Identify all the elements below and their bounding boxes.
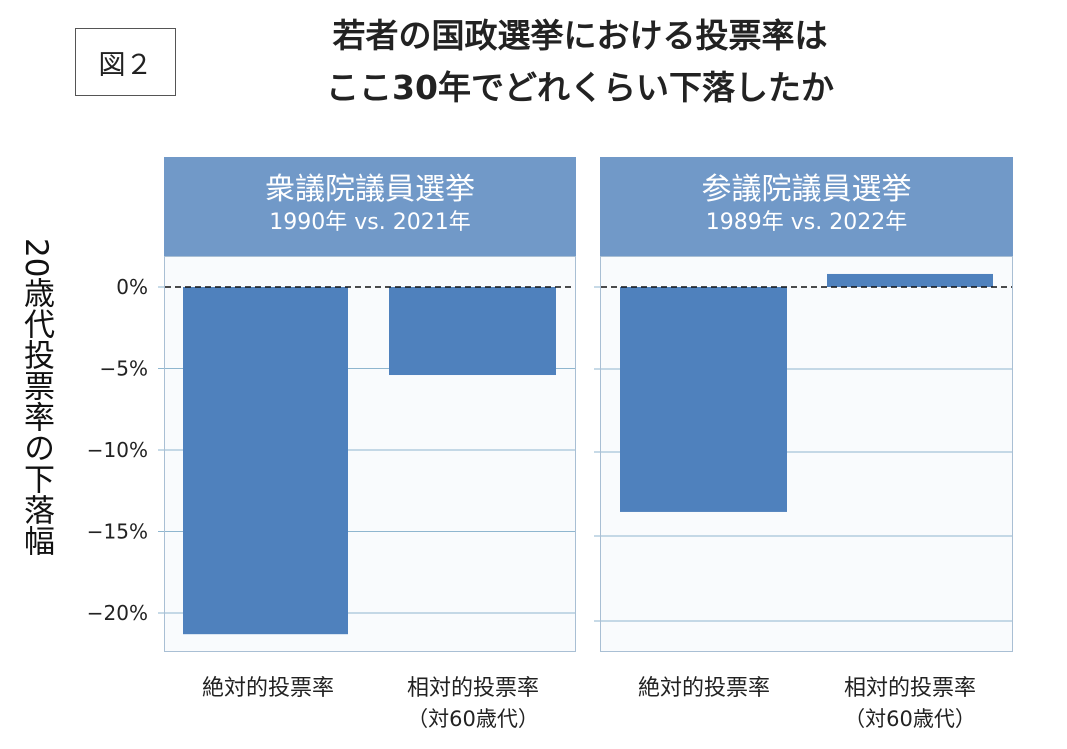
panel-title: 衆議院議員選挙	[265, 172, 475, 207]
x-tick-label-rel-sangiin: 相対的投票率 （対60歳代）	[843, 676, 976, 731]
bar	[827, 273, 993, 287]
x-tick-label-abs-sangiin: 絶対的投票率	[637, 676, 770, 701]
x-tick-label-rel-shugiin: 相対的投票率 （対60歳代）	[406, 676, 539, 731]
panel-title: 参議院議員選挙	[701, 172, 912, 207]
panel-subtitle: 1989年 vs. 2022年	[705, 210, 908, 235]
chart-title-line-1: 若者の国政選挙における投票率は	[332, 16, 828, 55]
panel-header-sangiin: 参議院議員選挙 1989年 vs. 2022年	[600, 157, 1013, 256]
chart-title: 若者の国政選挙における投票率は ここ30年でどれくらい下落したか	[200, 10, 960, 114]
figure-label: 図２	[75, 28, 176, 96]
y-tick-label: 0%	[116, 275, 148, 299]
y-tick-label: −10%	[87, 438, 148, 462]
x-tick-label-abs-shugiin: 絶対的投票率	[201, 676, 334, 701]
panel-subtitle: 1990年 vs. 2021年	[269, 210, 471, 235]
panel-header-shugiin: 衆議院議員選挙 1990年 vs. 2021年	[164, 157, 576, 256]
y-tick-label: −20%	[87, 601, 148, 625]
y-tick-label: −15%	[87, 520, 148, 544]
bar	[389, 287, 556, 376]
y-tick-label: −5%	[100, 357, 149, 381]
y-axis-label: 20歳代投票率の下落幅	[18, 238, 54, 557]
chart-title-line-2: ここ30年でどれくらい下落したか	[326, 68, 834, 107]
bar	[183, 287, 348, 635]
bar	[620, 287, 787, 512]
